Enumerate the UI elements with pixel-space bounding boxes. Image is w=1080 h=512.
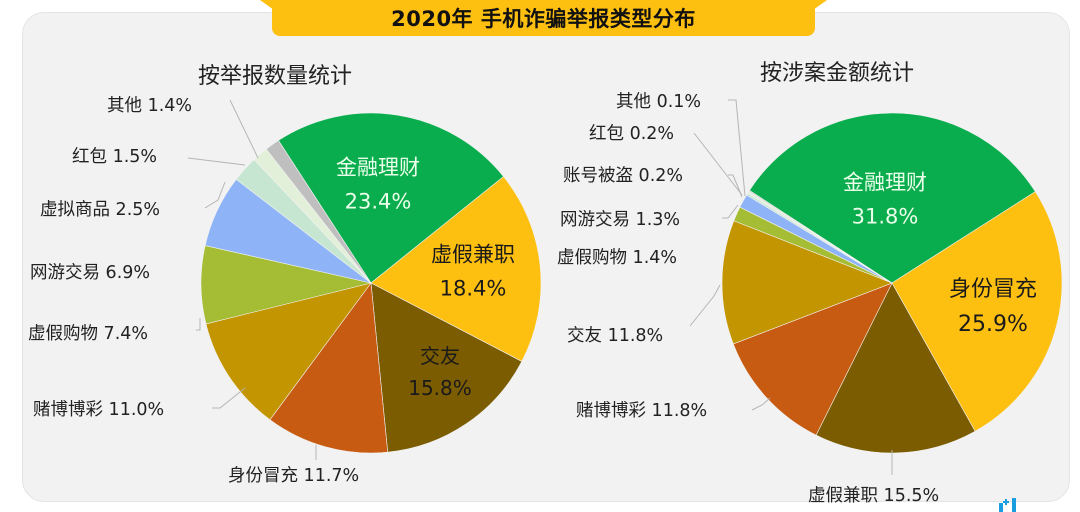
left-chart-title: 按举报数量统计 <box>198 64 353 89</box>
left-label-redpacket: 红包 1.5% <box>72 147 158 167</box>
pie-slice <box>891 191 1063 432</box>
pie-slice <box>748 189 893 284</box>
slice-value: 31.8% <box>851 204 919 228</box>
left-label-game-trade: 网游交易 6.9% <box>30 263 151 283</box>
page-title: 2020年 手机诈骗举报类型分布 <box>272 0 815 36</box>
brand-logo-icon <box>999 498 1016 512</box>
left-label-virtual-goods: 虚拟商品 2.5% <box>40 200 161 220</box>
right-label-dating: 交友 11.8% <box>567 326 664 346</box>
right-label-fake-parttime: 虚假兼职 15.5% <box>808 486 940 506</box>
pie-slice <box>749 112 1036 284</box>
pie-slice <box>721 220 893 345</box>
left-slice-label-finance: 金融理财 23.4% <box>336 151 420 218</box>
right-label-game-trade: 网游交易 1.3% <box>560 210 681 230</box>
pie-slice <box>277 112 504 284</box>
slice-name: 虚假兼职 <box>431 242 515 267</box>
right-label-account-theft: 账号被盗 0.2% <box>563 166 684 186</box>
right-slice-label-impersonation: 身份冒充 25.9% <box>949 272 1037 342</box>
banner-flare-right <box>813 0 827 10</box>
slice-name: 金融理财 <box>336 155 420 180</box>
right-label-fake-shopping: 虚假购物 1.4% <box>557 248 678 268</box>
pie-slice <box>269 282 389 454</box>
pie-chart-report-count <box>200 112 542 454</box>
pie-slice <box>205 282 372 421</box>
right-label-redpacket: 红包 0.2% <box>589 124 675 144</box>
slice-value: 25.9% <box>958 312 1028 337</box>
leader-lines <box>187 99 893 475</box>
left-label-other: 其他 1.4% <box>107 96 193 116</box>
pie-chart-case-amount <box>721 112 1063 454</box>
left-label-impersonation: 身份冒充 11.7% <box>228 466 360 486</box>
right-label-gambling: 赌博博彩 11.8% <box>576 401 708 421</box>
right-chart-title: 按涉案金额统计 <box>760 61 915 86</box>
slice-value: 18.4% <box>439 276 507 300</box>
pie-slice <box>265 140 372 284</box>
left-label-fake-shopping: 虚假购物 7.4% <box>28 324 149 344</box>
left-label-gambling: 赌博博彩 11.0% <box>33 400 165 420</box>
left-slice-label-dating: 交友 15.8% <box>408 340 472 404</box>
pie-slice <box>370 282 523 453</box>
slice-name: 身份冒充 <box>948 276 1038 302</box>
slice-value: 23.4% <box>344 189 412 213</box>
right-label-other: 其他 0.1% <box>616 92 702 112</box>
slice-name: 金融理财 <box>843 170 927 195</box>
pie-slice <box>370 176 542 362</box>
slice-value: 15.8% <box>408 376 472 400</box>
pie-slice <box>815 282 976 454</box>
pie-slice <box>732 282 893 436</box>
slice-name: 交友 <box>419 344 460 368</box>
right-slice-label-finance: 金融理财 31.8% <box>843 166 927 233</box>
left-slice-label-parttime: 虚假兼职 18.4% <box>431 238 515 305</box>
banner-flare-left <box>260 0 274 10</box>
